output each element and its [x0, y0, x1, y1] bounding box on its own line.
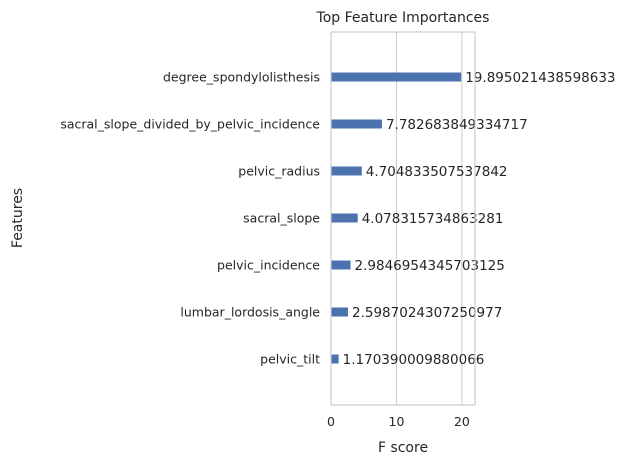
bars: [331, 72, 462, 364]
x-tick-label: 20: [454, 414, 470, 429]
bar-value-label: 4.704833507537842: [366, 164, 508, 180]
y-tick-label: lumbar_lordosis_angle: [180, 305, 320, 320]
y-tick-label: sacral_slope: [243, 211, 320, 226]
bar: [331, 307, 349, 317]
bar-value-label: 4.078315734863281: [362, 211, 504, 227]
x-tick-label: 0: [327, 414, 335, 429]
x-tick-label: 10: [389, 414, 405, 429]
y-tick-label: pelvic_incidence: [217, 258, 320, 273]
bar-value-label: 2.5987024307250977: [352, 305, 502, 321]
x-axis-label: F score: [378, 440, 428, 456]
y-tick-label: sacral_slope_divided_by_pelvic_incidence: [60, 117, 320, 132]
bar-value-label: 1.170390009880066: [343, 352, 485, 368]
bar: [331, 119, 382, 129]
y-tick-labels: degree_spondylolisthesis sacral_slope_div…: [60, 70, 320, 367]
bar: [331, 260, 351, 270]
y-tick-label: pelvic_tilt: [260, 352, 320, 367]
bar: [331, 72, 462, 82]
axes-frame: [330, 31, 476, 406]
y-axis-label: Features: [10, 188, 26, 248]
y-tick-label: degree_spondylolisthesis: [163, 70, 320, 85]
x-tick-labels: 0 10 20: [327, 414, 470, 429]
y-tick-label: pelvic_radius: [238, 164, 320, 179]
data-labels: 19.895021438598633 7.782683849334717 4.704…: [343, 70, 616, 368]
bar: [331, 354, 339, 364]
bar-value-label: 19.895021438598633: [465, 70, 615, 86]
bar: [331, 213, 358, 223]
chart-title: Top Feature Importances: [316, 10, 490, 26]
bar-value-label: 7.782683849334717: [386, 117, 528, 133]
bar-value-label: 2.9846954345703125: [355, 258, 505, 274]
bar: [331, 166, 362, 176]
